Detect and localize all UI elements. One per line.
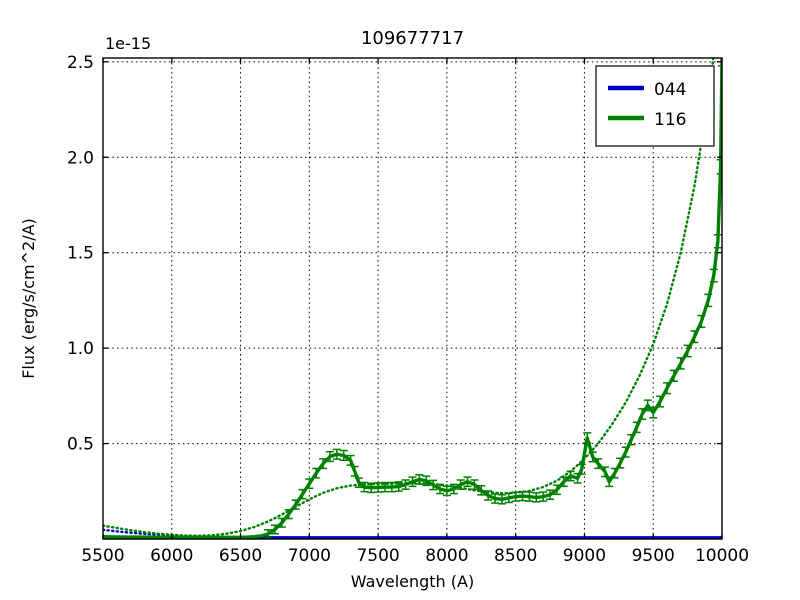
x-tick-label: 10000 xyxy=(695,546,749,566)
clipped-series-group xyxy=(103,58,722,539)
x-tick-label: 7000 xyxy=(288,546,331,566)
chart-legend[interactable]: 044 116 xyxy=(595,65,715,147)
plot-frame xyxy=(102,57,723,540)
x-tick-label: 8500 xyxy=(494,546,537,566)
data-series-layer xyxy=(103,58,722,539)
y-tick-label: 1.0 xyxy=(67,339,94,359)
x-tick-label: 6000 xyxy=(150,546,193,566)
x-tick-label: 5500 xyxy=(81,546,124,566)
axis-ticks xyxy=(102,58,723,539)
axes-frame xyxy=(102,57,723,540)
legend-item-044[interactable]: 044 xyxy=(608,80,686,100)
x-tick-label: 8000 xyxy=(425,546,468,566)
legend-label-044: 044 xyxy=(654,80,686,100)
y-tick-label: 2.0 xyxy=(67,148,94,168)
axis-tick-labels: 5500 6000 6500 7000 7500 8000 8500 9000 9500 1000… xyxy=(67,53,749,566)
error-bars-116 xyxy=(264,58,722,539)
y-tick-label: 2.5 xyxy=(67,53,94,73)
x-axis-label: Wavelength (A) xyxy=(351,572,474,591)
legend-box xyxy=(595,65,715,147)
x-tick-label: 9000 xyxy=(563,546,606,566)
y-axis-offset-text: 1e-15 xyxy=(105,34,151,53)
chart-title: 109677717 xyxy=(361,28,464,49)
y-tick-label: 1.5 xyxy=(67,244,94,264)
y-tick-label: 0.5 xyxy=(67,435,94,455)
x-tick-label: 7500 xyxy=(356,546,399,566)
legend-item-116[interactable]: 116 xyxy=(608,110,686,130)
x-tick-label: 6500 xyxy=(219,546,262,566)
legend-label-116: 116 xyxy=(654,110,686,130)
y-axis-label: Flux (erg/s/cm^2/A) xyxy=(19,218,38,379)
x-tick-label: 9500 xyxy=(632,546,675,566)
